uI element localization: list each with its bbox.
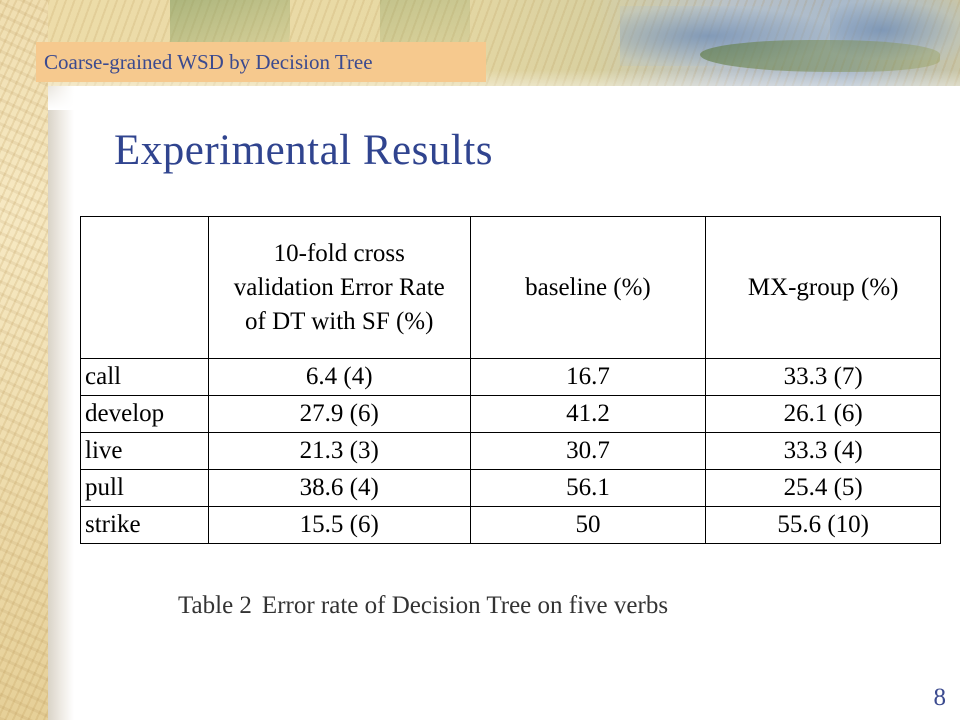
caption-label: Table 2	[178, 592, 252, 619]
table-caption: Table 2 Error rate of Decision Tree on fi…	[178, 592, 668, 620]
column-header-line: of DT with SF (%)	[245, 307, 434, 335]
mx-group-cell: 33.3 (7)	[705, 358, 941, 396]
caption-text: Error rate of Decision Tree on five verb…	[261, 592, 669, 619]
verb-cell: pull	[80, 469, 209, 507]
dt-error-cell: 6.4 (4)	[207, 358, 471, 396]
table-row: develop 27.9 (6) 41.2 26.1 (6)	[80, 395, 941, 433]
mx-group-cell: 25.4 (5)	[705, 469, 941, 507]
mx-group-cell: 26.1 (6)	[705, 395, 941, 433]
baseline-cell: 16.7	[469, 358, 707, 396]
mx-group-cell: 33.3 (4)	[705, 432, 941, 470]
left-shadow	[48, 0, 74, 720]
baseline-cell: 56.1	[469, 469, 707, 507]
column-header-dt-error-rate: 10-fold cross validation Error Rate of D…	[207, 216, 471, 359]
verb-cell: live	[80, 432, 209, 470]
column-header-mx-group: MX-group (%)	[705, 216, 941, 359]
column-header-baseline: baseline (%)	[469, 216, 707, 359]
verb-cell: develop	[80, 395, 209, 433]
section-label: Coarse-grained WSD by Decision Tree	[36, 42, 486, 82]
baseline-cell: 41.2	[469, 395, 707, 433]
table-row: pull 38.6 (4) 56.1 25.4 (5)	[80, 469, 941, 507]
dt-error-cell: 15.5 (6)	[207, 506, 471, 544]
table-header-row: 10-fold cross validation Error Rate of D…	[80, 216, 941, 359]
results-table: 10-fold cross validation Error Rate of D…	[80, 216, 941, 544]
table-row: call 6.4 (4) 16.7 33.3 (7)	[80, 358, 941, 396]
mx-group-cell: 55.6 (10)	[705, 506, 941, 544]
column-header-verb	[80, 216, 209, 359]
table-row: strike 15.5 (6) 50 55.6 (10)	[80, 506, 941, 544]
baseline-cell: 50	[469, 506, 707, 544]
column-header-line: 10-fold cross	[273, 239, 405, 267]
page-number: 8	[933, 684, 947, 711]
dt-error-cell: 21.3 (3)	[207, 432, 471, 470]
left-texture-strip	[0, 0, 48, 720]
slide-title: Experimental Results	[114, 127, 494, 174]
baseline-cell: 30.7	[469, 432, 707, 470]
verb-cell: call	[80, 358, 209, 396]
column-header-line: validation Error Rate	[233, 273, 445, 301]
dt-error-cell: 38.6 (4)	[207, 469, 471, 507]
table-row: live 21.3 (3) 30.7 33.3 (4)	[80, 432, 941, 470]
leaf-decoration	[700, 40, 940, 72]
dt-error-cell: 27.9 (6)	[207, 395, 471, 433]
verb-cell: strike	[80, 506, 209, 544]
